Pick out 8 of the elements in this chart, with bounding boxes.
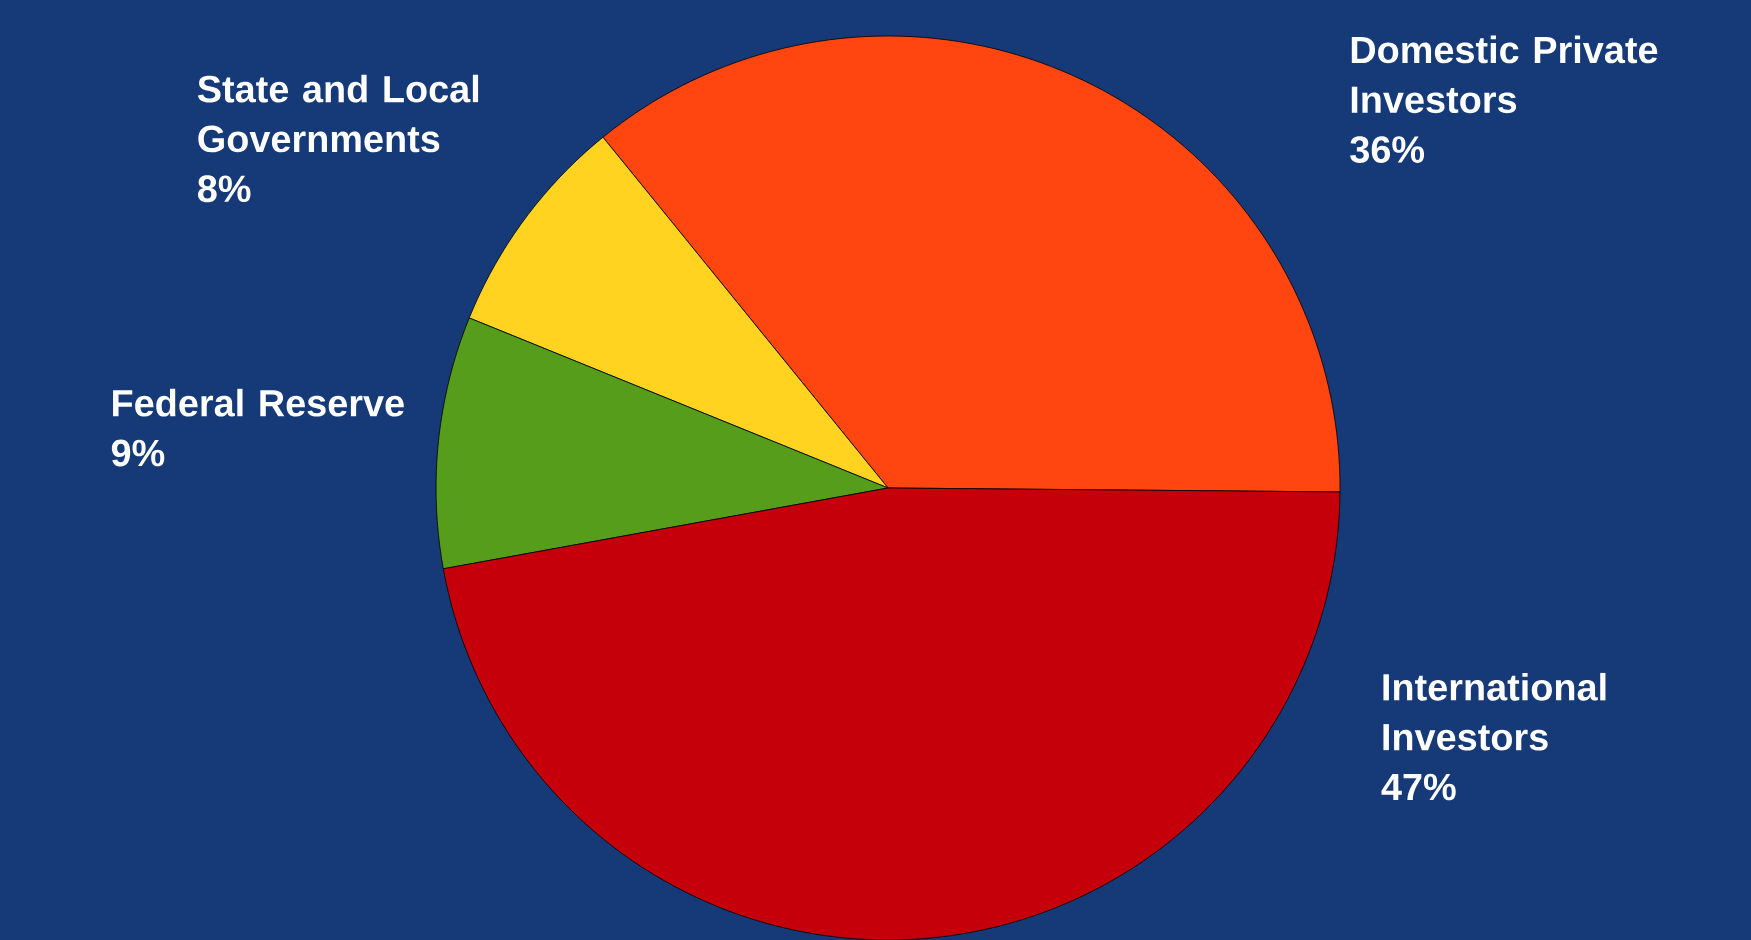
slice-label: State and Local Governments — [197, 74, 479, 153]
data-label: 9% — [111, 439, 165, 467]
slice-label: Domestic Private Investors — [1351, 35, 1658, 114]
slice-label: International Investors — [1383, 672, 1606, 751]
slice-label: Federal Reserve — [113, 388, 404, 417]
data-label: 8% — [197, 175, 251, 203]
data-label: 36% — [1350, 136, 1425, 164]
data-label: 47% — [1381, 773, 1456, 801]
